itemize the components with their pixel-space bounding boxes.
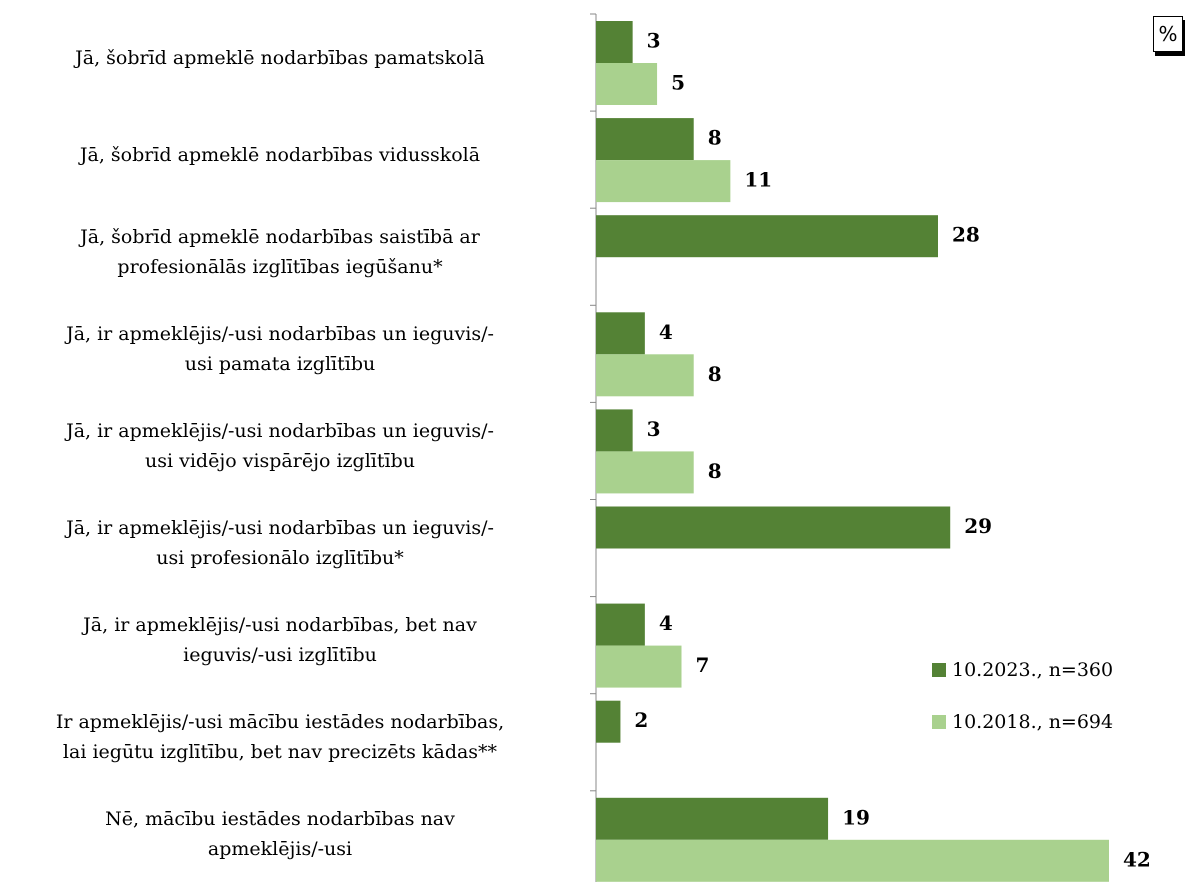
bar	[596, 506, 951, 549]
value-label: 29	[964, 514, 992, 538]
bar	[596, 839, 1109, 882]
legend-swatch	[932, 663, 946, 677]
bar	[596, 118, 694, 161]
bar	[596, 797, 829, 840]
value-label: 3	[647, 29, 661, 53]
unit-label: %	[1153, 16, 1183, 52]
bar	[596, 312, 645, 355]
legend-label: 10.2023., n=360	[952, 659, 1113, 681]
value-label: 8	[708, 362, 722, 386]
bar	[596, 160, 731, 203]
value-label: 42	[1123, 847, 1151, 871]
bar	[596, 645, 682, 688]
category-label: Jā, ir apmeklējis/-usi nodarbības un ieg…	[66, 517, 494, 570]
bar	[596, 700, 621, 743]
bar	[596, 215, 938, 258]
value-label: 7	[696, 653, 710, 677]
category-label: Ir apmeklējis/-usi mācību iestādes nodar…	[55, 711, 505, 764]
category-label: Jā, šobrīd apmeklē nodarbības pamatskolā	[75, 46, 485, 69]
value-label: 5	[671, 71, 685, 95]
category-label: Jā, ir apmeklējis/-usi nodarbības un ieg…	[66, 419, 494, 472]
value-label: 3	[647, 417, 661, 441]
legend-label: 10.2018., n=694	[952, 711, 1113, 733]
bar	[596, 354, 694, 397]
category-label: Jā, šobrīd apmeklē nodarbības vidusskolā	[79, 143, 481, 166]
bar	[596, 63, 658, 105]
bar	[596, 451, 694, 494]
value-label: 8	[708, 126, 722, 150]
value-label: 11	[744, 168, 772, 192]
category-label: Jā, šobrīd apmeklē nodarbības saistībā a…	[80, 225, 480, 278]
value-label: 4	[659, 320, 673, 344]
category-label: Jā, ir apmeklējis/-usi nodarbības, bet n…	[83, 614, 477, 667]
value-label: 19	[842, 805, 870, 829]
value-label: 4	[659, 611, 673, 635]
value-label: 8	[708, 459, 722, 483]
value-label: 28	[952, 223, 980, 247]
bar	[596, 603, 645, 646]
value-label: 2	[634, 708, 648, 732]
category-label: Nē, mācību iestādes nodarbības nav apmek…	[105, 808, 455, 861]
bar	[596, 409, 633, 452]
legend-swatch	[932, 715, 946, 729]
category-label: Jā, ir apmeklējis/-usi nodarbības un ieg…	[66, 322, 494, 375]
bar	[596, 21, 633, 63]
